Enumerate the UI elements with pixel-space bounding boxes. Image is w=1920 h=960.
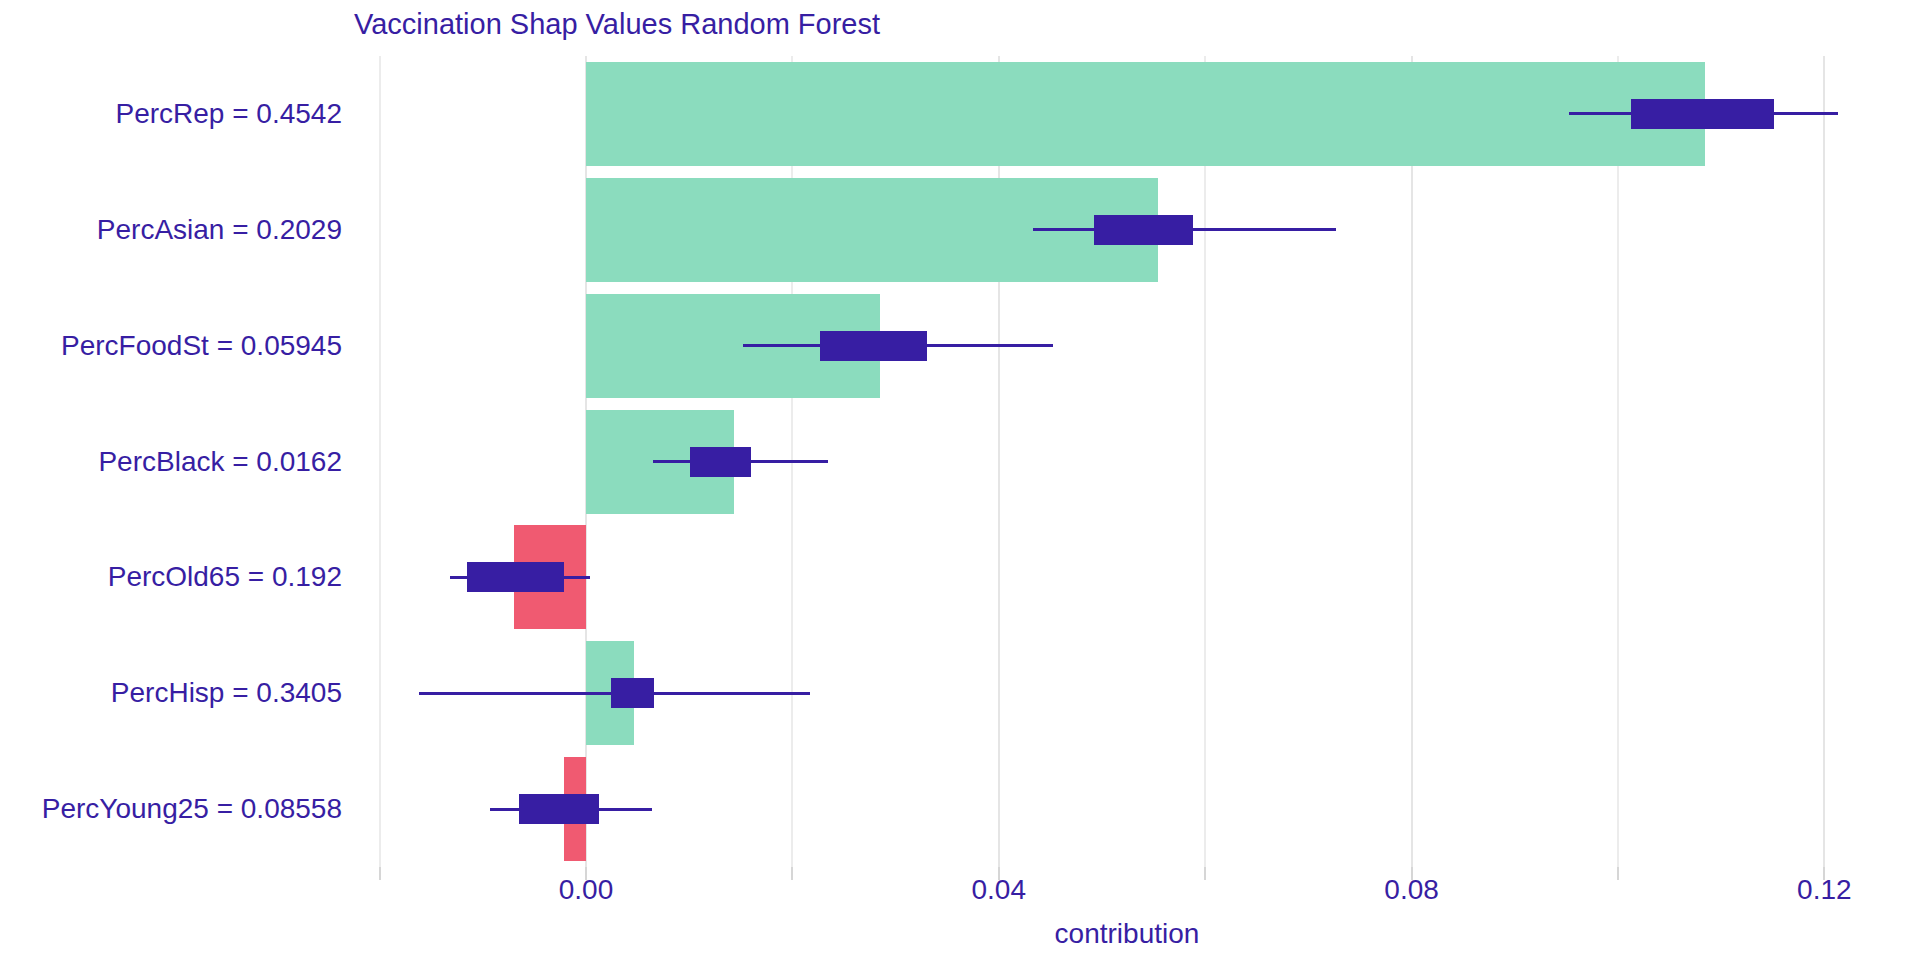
boxplot-box (1631, 99, 1773, 129)
y-axis-label: PercYoung25 = 0.08558 (42, 789, 342, 829)
boxplot-box (611, 678, 654, 708)
boxplot-box (519, 794, 599, 824)
boxplot-box (467, 562, 564, 592)
boxplot-box (1094, 215, 1193, 245)
shap-bar-positive (586, 62, 1705, 166)
x-tick-label: 0.08 (1342, 874, 1482, 906)
gridline-minor (379, 56, 381, 867)
y-axis-label: PercBlack = 0.0162 (98, 442, 342, 482)
axis-tick (1204, 867, 1206, 880)
x-tick-label: 0.04 (929, 874, 1069, 906)
chart-title: Vaccination Shap Values Random Forest (354, 8, 880, 41)
y-axis-label: PercAsian = 0.2029 (97, 210, 342, 250)
axis-tick (1617, 867, 1619, 880)
y-axis-label: PercOld65 = 0.192 (108, 557, 342, 597)
x-tick-label: 0.12 (1754, 874, 1894, 906)
boxplot-box (690, 447, 751, 477)
axis-tick (791, 867, 793, 880)
y-axis-labels: PercRep = 0.4542 PercAsian = 0.2029 PercFo… (0, 56, 342, 867)
gridline-minor (1617, 56, 1619, 867)
plot-panel (348, 56, 1906, 867)
y-axis-label: PercHisp = 0.3405 (111, 673, 342, 713)
shap-contribution-chart: Vaccination Shap Values Random Forest Pe… (0, 0, 1920, 960)
gridline-major (1823, 56, 1825, 867)
y-axis-label: PercFoodSt = 0.05945 (61, 326, 342, 366)
boxplot-box (820, 331, 926, 361)
x-tick-label: 0.00 (516, 874, 656, 906)
axis-tick (379, 867, 381, 880)
x-axis-title: contribution (348, 918, 1906, 950)
gridline-major (1411, 56, 1413, 867)
y-axis-label: PercRep = 0.4542 (116, 94, 343, 134)
gridline-minor (1204, 56, 1206, 867)
